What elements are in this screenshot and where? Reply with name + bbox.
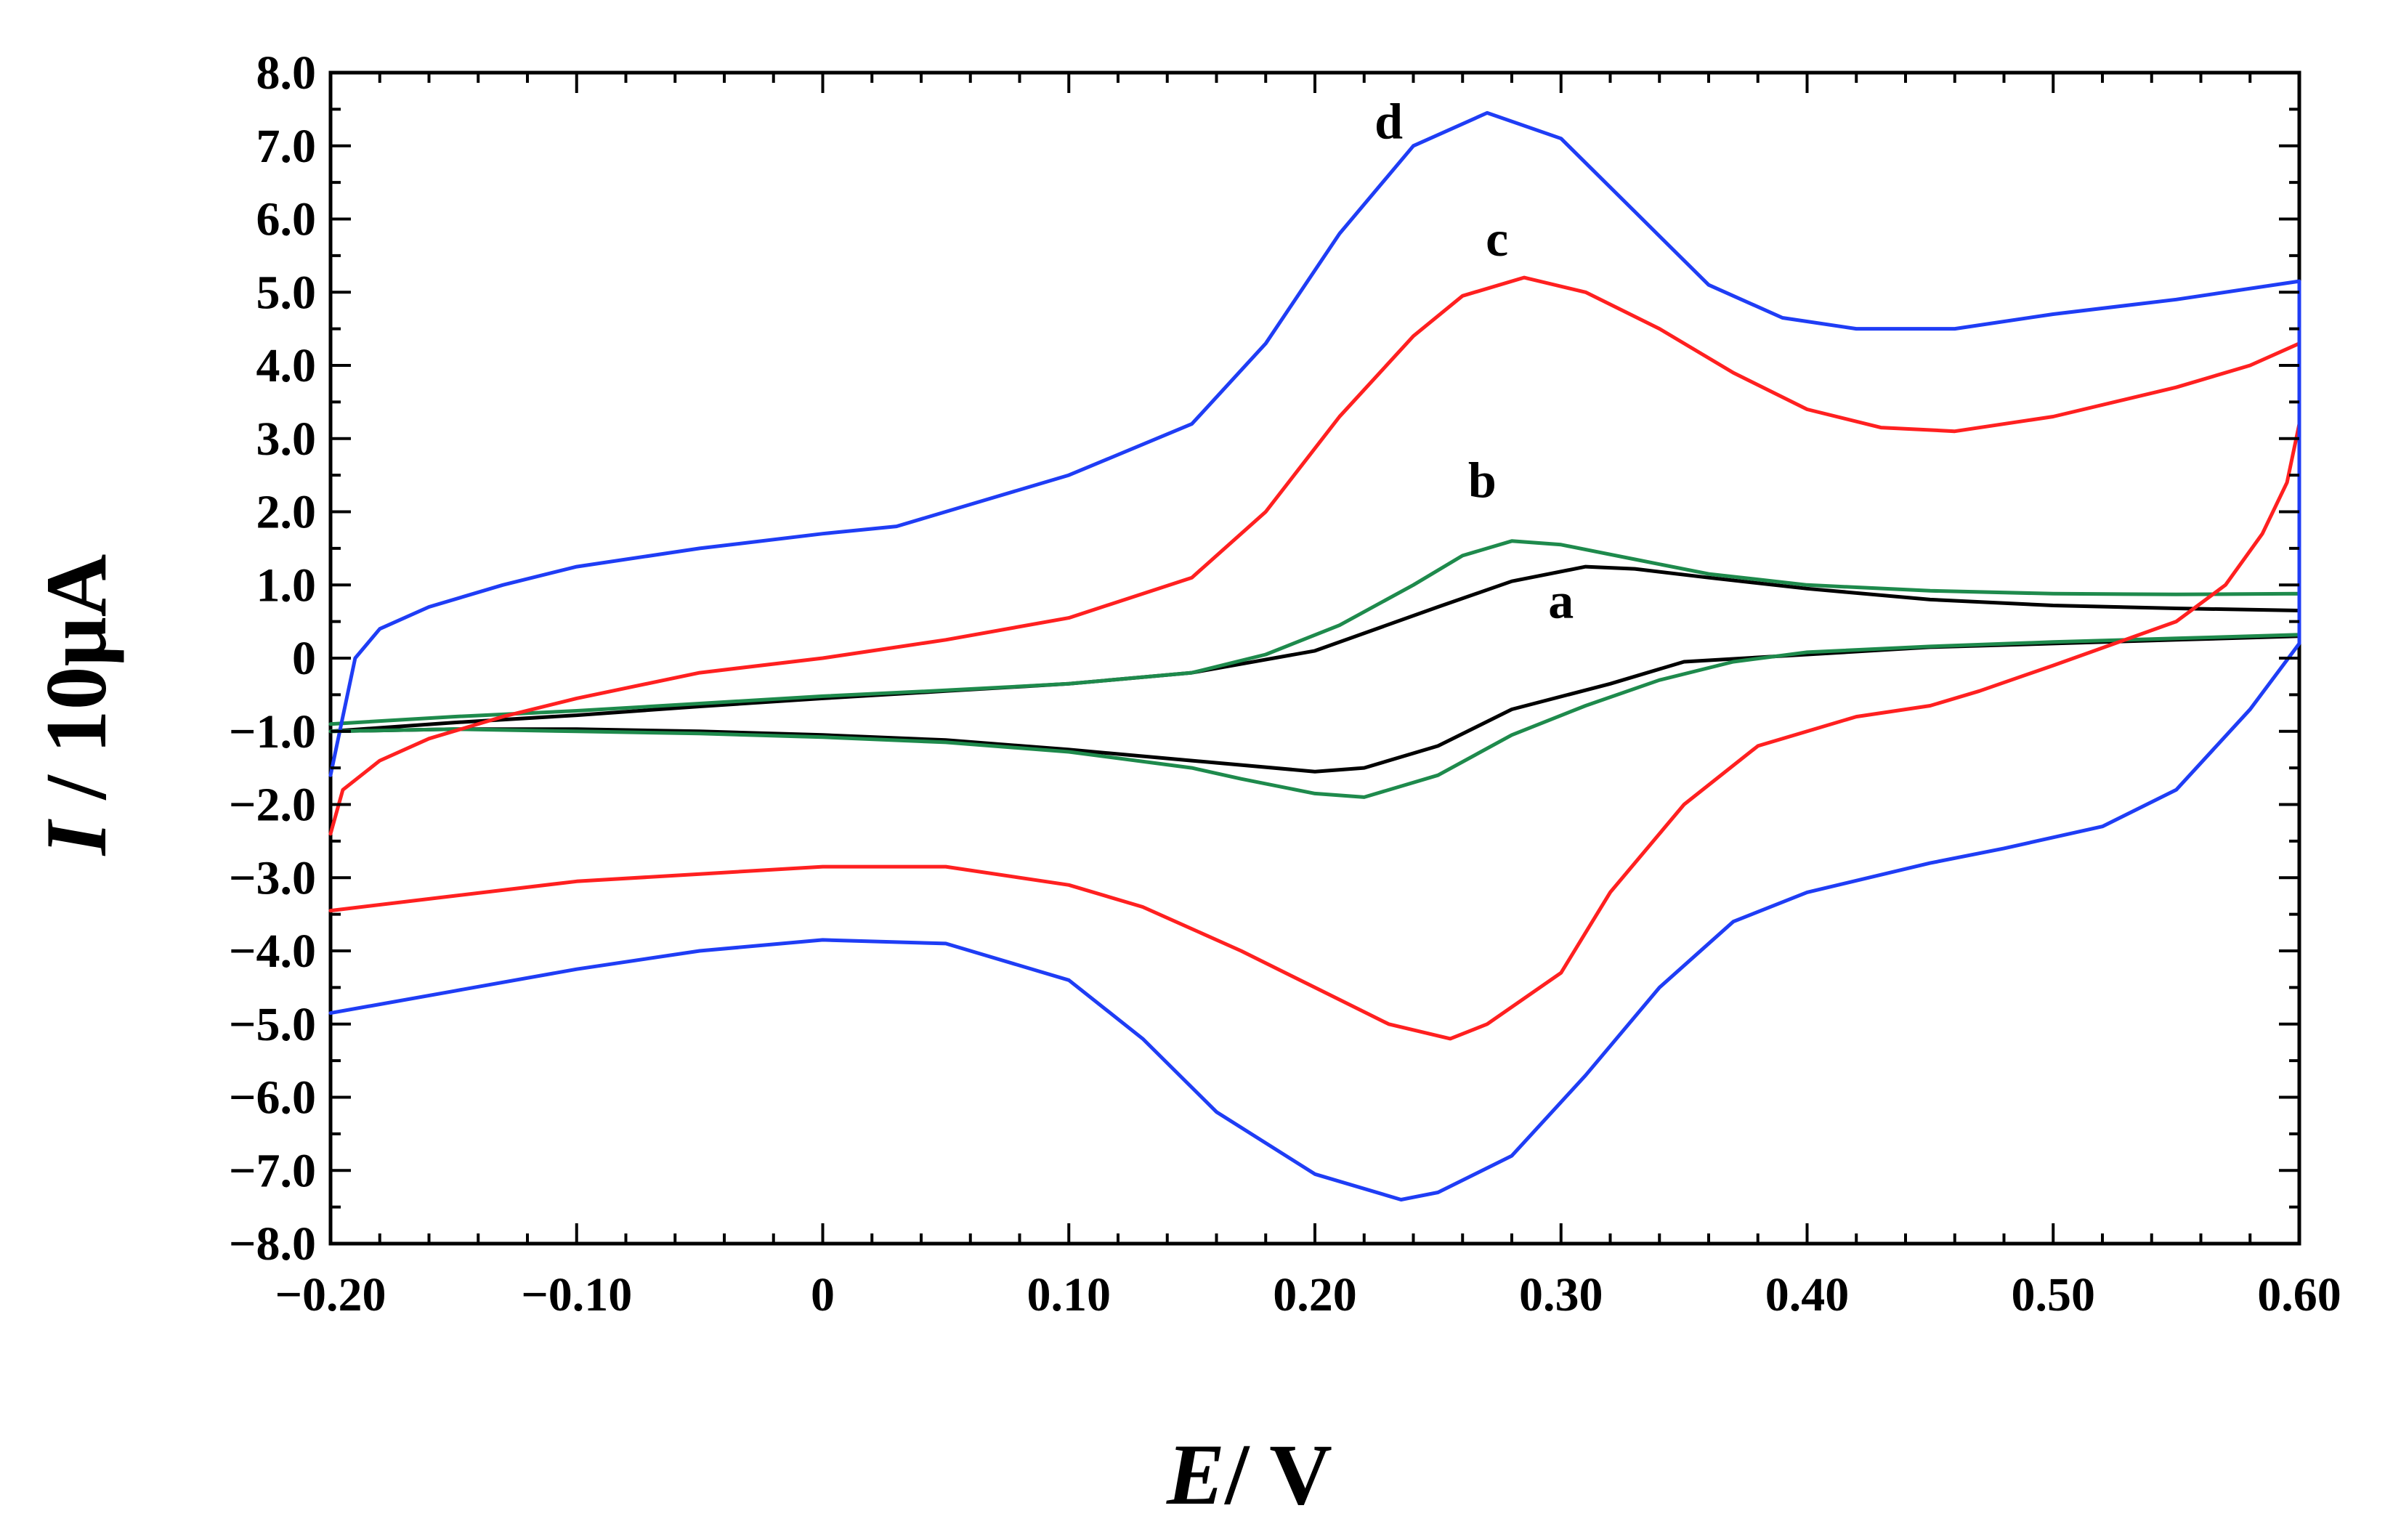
x-axis-title: E/ V — [1166, 1426, 1332, 1523]
y-axis-title-rest: / 10μA — [28, 554, 124, 822]
axis-ticks — [329, 71, 2301, 1245]
x-tick-label: 0 — [811, 1268, 835, 1321]
y-tick-label: 7.0 — [256, 120, 317, 173]
y-tick-label: 3.0 — [256, 413, 317, 466]
y-tick-label: 1.0 — [256, 559, 317, 612]
x-tick-label: 0.10 — [1027, 1268, 1112, 1321]
y-tick-label: −5.0 — [229, 998, 316, 1051]
axis-tick-labels: −0.20 −0.10 0 0.10 0.20 0.30 0.40 0.50 0.60 8.0 7.… — [229, 46, 2341, 1321]
y-tick-label: 2.0 — [256, 486, 317, 539]
y-tick-label: 8.0 — [256, 46, 317, 100]
y-tick-label: −3.0 — [229, 851, 316, 904]
x-tick-label: 0.50 — [2012, 1268, 2096, 1321]
y-tick-label: 0 — [292, 632, 316, 685]
curve-d — [328, 110, 2301, 1201]
curve-label-d: d — [1374, 94, 1403, 150]
x-axis-title-rest: / V — [1223, 1426, 1332, 1523]
y-tick-label: −6.0 — [229, 1071, 316, 1124]
x-tick-label: −0.20 — [275, 1268, 386, 1321]
y-tick-label: 4.0 — [256, 339, 317, 392]
plot-border — [328, 70, 2301, 1246]
y-tick-label: −8.0 — [229, 1217, 316, 1270]
curve-labels: a b c d — [1374, 94, 1574, 630]
curves — [328, 110, 2301, 1201]
curve-a — [328, 564, 2301, 774]
curve-label-a: a — [1548, 574, 1574, 630]
y-tick-label: 6.0 — [256, 193, 317, 246]
plot-frame — [328, 70, 2301, 1246]
curve-label-c: c — [1486, 211, 1508, 267]
y-axis-title-italic: I — [28, 818, 124, 856]
y-tick-label: −1.0 — [229, 705, 316, 758]
curve-label-b: b — [1468, 453, 1497, 508]
y-tick-label: 5.0 — [256, 266, 317, 319]
x-tick-label: 0.20 — [1273, 1268, 1357, 1321]
x-tick-label: −0.10 — [521, 1268, 632, 1321]
y-tick-label: −7.0 — [229, 1144, 316, 1197]
curve-b — [328, 539, 2301, 799]
curve-c — [328, 275, 2301, 1041]
x-axis-title-italic: E — [1166, 1426, 1225, 1523]
x-tick-label: 0.30 — [1519, 1268, 1603, 1321]
y-axis-title: I / 10μA — [28, 554, 124, 857]
x-tick-label: 0.40 — [1765, 1268, 1850, 1321]
x-tick-label: 0.60 — [2257, 1268, 2341, 1321]
y-tick-label: −4.0 — [229, 925, 316, 978]
y-tick-label: −2.0 — [229, 779, 316, 832]
